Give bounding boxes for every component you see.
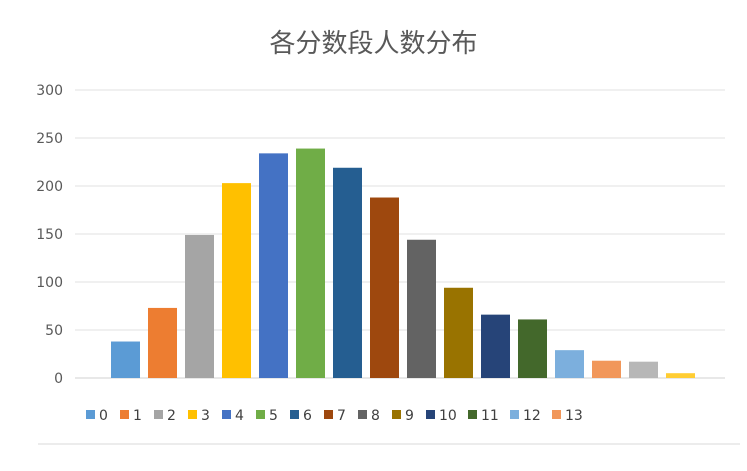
bar-series-3	[222, 183, 251, 378]
legend-label-11: 11	[481, 408, 499, 424]
legend-swatch-11	[468, 410, 477, 419]
bar-series-4	[259, 153, 288, 378]
bar-series-13	[592, 360, 621, 378]
legend-label-1: 1	[133, 408, 142, 424]
legend-label-5: 5	[269, 408, 278, 424]
legend-swatch-12	[510, 410, 519, 419]
legend-swatch-4	[222, 410, 231, 419]
legend-label-12: 12	[523, 408, 541, 424]
legend-swatch-1	[120, 410, 129, 419]
grid-layer	[75, 89, 725, 379]
y-tick-label: 250	[36, 131, 63, 147]
legend-swatch-3	[188, 410, 197, 419]
bar-series-10	[481, 314, 510, 378]
legend-swatch-8	[358, 410, 367, 419]
legend-label-4: 4	[235, 408, 244, 424]
bar-unlabeled-14	[629, 361, 658, 378]
legend-swatch-5	[256, 410, 265, 419]
y-tick-label: 300	[36, 83, 63, 99]
legend-swatch-0	[86, 410, 95, 419]
y-tick-label: 150	[36, 227, 63, 243]
legend-label-3: 3	[201, 408, 210, 424]
bar-series-12	[555, 350, 584, 378]
y-tick-label: 50	[45, 323, 63, 339]
bar-series-5	[296, 148, 325, 378]
legend-label-7: 7	[337, 408, 346, 424]
y-tick-label: 100	[36, 275, 63, 291]
legend-swatch-6	[290, 410, 299, 419]
legend-label-0: 0	[99, 408, 108, 424]
legend-label-13: 13	[565, 408, 583, 424]
legend-label-8: 8	[371, 408, 380, 424]
chart-title: 各分数段人数分布	[269, 29, 477, 59]
legend: 0 1 2 3 4 5 6 7 8 9 10 11 12 13	[86, 408, 583, 424]
legend-label-9: 9	[405, 408, 414, 424]
legend-label-10: 10	[439, 408, 457, 424]
bar-series-9	[444, 287, 473, 378]
y-tick-label: 200	[36, 179, 63, 195]
bar-series-2	[185, 234, 214, 378]
bar-series-8	[407, 239, 436, 378]
legend-swatch-10	[426, 410, 435, 419]
bar-series-0	[111, 341, 140, 378]
bar-series-layer	[111, 148, 695, 378]
bar-unlabeled-15	[666, 373, 695, 378]
y-tick-label: 0	[54, 371, 63, 387]
bar-series-11	[518, 319, 547, 378]
legend-label-2: 2	[167, 408, 176, 424]
legend-swatch-7	[324, 410, 333, 419]
legend-swatch-2	[154, 410, 163, 419]
bar-series-6	[333, 167, 362, 378]
legend-label-6: 6	[303, 408, 312, 424]
legend-swatch-9	[392, 410, 401, 419]
bar-series-1	[148, 307, 177, 378]
legend-swatch-13	[552, 410, 561, 419]
y-axis: 0 50 100 150 200 250 300	[36, 83, 63, 387]
bar-series-7	[370, 197, 399, 378]
